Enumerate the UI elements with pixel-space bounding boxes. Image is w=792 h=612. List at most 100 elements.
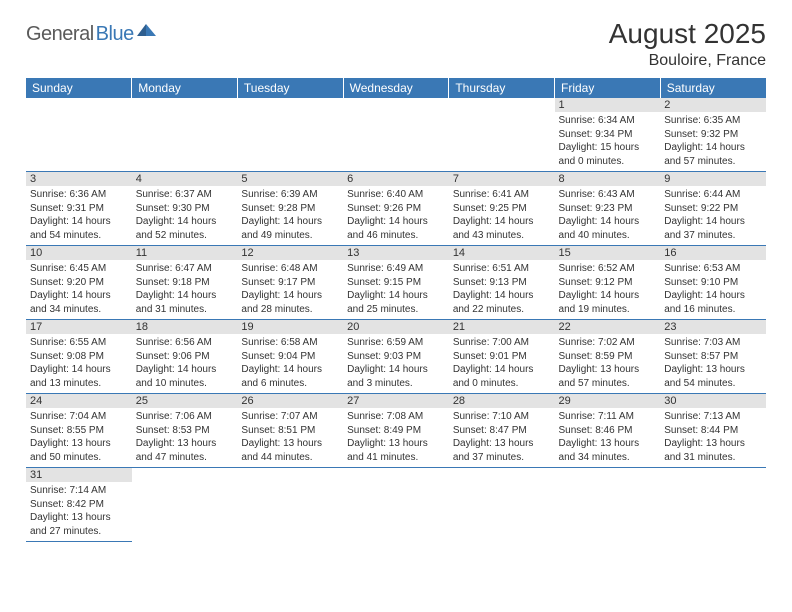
sunset-text: Sunset: 8:49 PM xyxy=(347,424,445,438)
day-number: 10 xyxy=(30,247,42,259)
day-number: 7 xyxy=(453,173,459,185)
sunset-text: Sunset: 9:03 PM xyxy=(347,350,445,364)
sunset-text: Sunset: 8:53 PM xyxy=(136,424,234,438)
sunrise-text: Sunrise: 6:45 AM xyxy=(30,262,128,276)
day1-text: Daylight: 14 hours xyxy=(664,141,762,155)
sunrise-text: Sunrise: 6:53 AM xyxy=(664,262,762,276)
day2-text: and 0 minutes. xyxy=(453,377,551,391)
sunrise-text: Sunrise: 6:55 AM xyxy=(30,336,128,350)
day1-text: Daylight: 13 hours xyxy=(559,437,657,451)
day-body-cell xyxy=(132,482,238,542)
sunset-text: Sunset: 9:18 PM xyxy=(136,276,234,290)
week-body-row: Sunrise: 6:45 AMSunset: 9:20 PM Daylight:… xyxy=(26,260,766,320)
day2-text: and 19 minutes. xyxy=(559,303,657,317)
calendar-page: GeneralBlue August 2025 Bouloire, France… xyxy=(0,0,792,552)
day-number-cell xyxy=(660,468,766,483)
day1-text: Daylight: 14 hours xyxy=(347,289,445,303)
sunrise-text: Sunrise: 7:08 AM xyxy=(347,410,445,424)
sunset-text: Sunset: 8:44 PM xyxy=(664,424,762,438)
sunrise-text: Sunrise: 7:03 AM xyxy=(664,336,762,350)
day1-text: Daylight: 13 hours xyxy=(664,437,762,451)
week-body-row: Sunrise: 6:55 AMSunset: 9:08 PMDaylight:… xyxy=(26,334,766,394)
day-number-cell: 16 xyxy=(660,246,766,261)
day2-text: and 34 minutes. xyxy=(30,303,128,317)
week-daynum-row: 31 xyxy=(26,468,766,483)
day-number: 8 xyxy=(559,173,565,185)
day-body-cell: Sunrise: 7:11 AMSunset: 8:46 PMDaylight:… xyxy=(555,408,661,468)
day-body-cell xyxy=(660,482,766,542)
logo: GeneralBlue xyxy=(26,22,157,47)
day-number: 24 xyxy=(30,395,42,407)
sunset-text: Sunset: 9:20 PM xyxy=(30,276,128,290)
day1-text: Daylight: 14 hours xyxy=(453,289,551,303)
day-body-cell: Sunrise: 6:55 AMSunset: 9:08 PMDaylight:… xyxy=(26,334,132,394)
sunset-text: Sunset: 9:23 PM xyxy=(559,202,657,216)
day-number-cell: 29 xyxy=(555,394,661,409)
sunset-text: Sunset: 9:30 PM xyxy=(136,202,234,216)
day2-text: and 57 minutes. xyxy=(559,377,657,391)
day2-text: and 43 minutes. xyxy=(453,229,551,243)
sunrise-text: Sunrise: 6:48 AM xyxy=(241,262,339,276)
calendar-table: Sunday Monday Tuesday Wednesday Thursday… xyxy=(26,78,766,542)
sunrise-text: Sunrise: 6:44 AM xyxy=(664,188,762,202)
day2-text: and 10 minutes. xyxy=(136,377,234,391)
sunset-text: Sunset: 8:57 PM xyxy=(664,350,762,364)
day-body-cell: Sunrise: 6:58 AMSunset: 9:04 PMDaylight:… xyxy=(237,334,343,394)
day-body-cell: Sunrise: 7:06 AMSunset: 8:53 PMDaylight:… xyxy=(132,408,238,468)
day-number-cell: 17 xyxy=(26,320,132,335)
day2-text: and 27 minutes. xyxy=(30,525,128,539)
day-body-cell xyxy=(449,112,555,172)
day-header: Monday xyxy=(132,78,238,98)
sunset-text: Sunset: 8:59 PM xyxy=(559,350,657,364)
day1-text: Daylight: 14 hours xyxy=(136,363,234,377)
day2-text: and 44 minutes. xyxy=(241,451,339,465)
sunset-text: Sunset: 9:34 PM xyxy=(559,128,657,142)
day-number: 16 xyxy=(664,247,676,259)
day-number: 21 xyxy=(453,321,465,333)
day-number: 2 xyxy=(664,99,670,111)
day-number: 1 xyxy=(559,99,565,111)
sunset-text: Sunset: 9:08 PM xyxy=(30,350,128,364)
day-number-cell xyxy=(343,468,449,483)
day-number-cell: 26 xyxy=(237,394,343,409)
sunrise-text: Sunrise: 6:36 AM xyxy=(30,188,128,202)
day-number: 17 xyxy=(30,321,42,333)
day-header-row: Sunday Monday Tuesday Wednesday Thursday… xyxy=(26,78,766,98)
day-body-cell: Sunrise: 6:48 AMSunset: 9:17 PMDaylight:… xyxy=(237,260,343,320)
sunset-text: Sunset: 9:32 PM xyxy=(664,128,762,142)
sunset-text: Sunset: 9:17 PM xyxy=(241,276,339,290)
day1-text: Daylight: 14 hours xyxy=(347,363,445,377)
sunset-text: Sunset: 9:06 PM xyxy=(136,350,234,364)
day1-text: Daylight: 14 hours xyxy=(30,215,128,229)
sunset-text: Sunset: 8:42 PM xyxy=(30,498,128,512)
day-body-cell xyxy=(555,482,661,542)
week-daynum-row: 12 xyxy=(26,98,766,112)
day-body-cell: Sunrise: 6:59 AMSunset: 9:03 PMDaylight:… xyxy=(343,334,449,394)
day1-text: Daylight: 14 hours xyxy=(664,289,762,303)
day-header: Friday xyxy=(555,78,661,98)
day-number: 22 xyxy=(559,321,571,333)
sunset-text: Sunset: 9:13 PM xyxy=(453,276,551,290)
logo-text-blue: Blue xyxy=(96,23,134,46)
day-number-cell: 21 xyxy=(449,320,555,335)
day1-text: Daylight: 13 hours xyxy=(559,363,657,377)
day2-text: and 46 minutes. xyxy=(347,229,445,243)
day2-text: and 37 minutes. xyxy=(453,451,551,465)
day1-text: Daylight: 14 hours xyxy=(30,363,128,377)
sunrise-text: Sunrise: 6:43 AM xyxy=(559,188,657,202)
day-body-cell: Sunrise: 6:47 AMSunset: 9:18 PMDaylight:… xyxy=(132,260,238,320)
day1-text: Daylight: 14 hours xyxy=(241,289,339,303)
day-number: 20 xyxy=(347,321,359,333)
sunrise-text: Sunrise: 6:37 AM xyxy=(136,188,234,202)
sunrise-text: Sunrise: 7:13 AM xyxy=(664,410,762,424)
day-number-cell: 10 xyxy=(26,246,132,261)
day-number-cell: 27 xyxy=(343,394,449,409)
day-number-cell: 30 xyxy=(660,394,766,409)
sunrise-text: Sunrise: 7:02 AM xyxy=(559,336,657,350)
sunrise-text: Sunrise: 7:10 AM xyxy=(453,410,551,424)
day-number-cell: 24 xyxy=(26,394,132,409)
sunrise-text: Sunrise: 6:41 AM xyxy=(453,188,551,202)
location-label: Bouloire, France xyxy=(609,52,766,70)
sunset-text: Sunset: 8:47 PM xyxy=(453,424,551,438)
day-number-cell: 23 xyxy=(660,320,766,335)
